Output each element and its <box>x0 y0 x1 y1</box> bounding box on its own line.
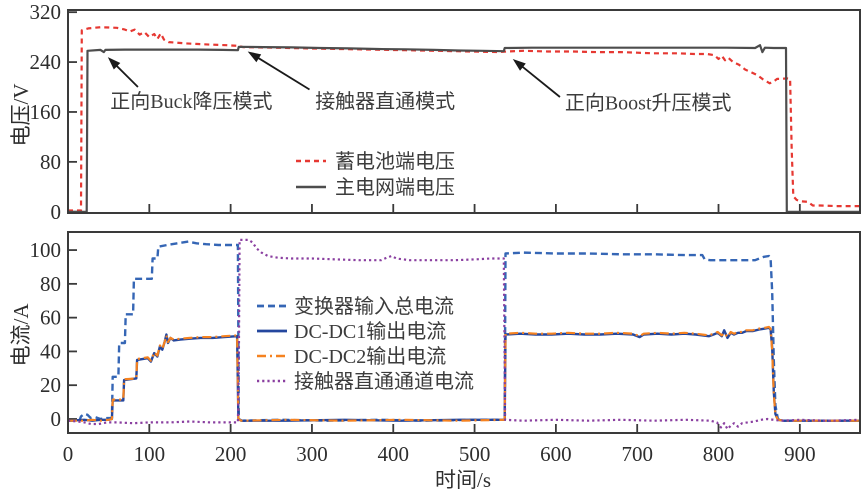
legend-label: DC-DC1输出电流 <box>294 320 446 343</box>
annotation-arrow-head <box>512 58 526 71</box>
legend-item-变换器输入总电流: 变换器输入总电流 <box>257 295 454 318</box>
y-tick-label: 240 <box>30 50 62 74</box>
x-tick-label: 900 <box>784 442 816 466</box>
legend-item-DC-DC1输出电流: DC-DC1输出电流 <box>257 320 446 343</box>
series-接触器直通通道电流 <box>69 238 859 431</box>
legend-label: 接触器直通通道电流 <box>294 370 474 393</box>
series-蓄电池端电压 <box>69 26 859 212</box>
annotation-text: 正向Buck降压模式 <box>110 90 272 113</box>
x-tick-label: 600 <box>540 442 572 466</box>
voltage-y-axis-label: 电压/V <box>9 83 33 147</box>
annotation-arrow-line <box>113 62 139 88</box>
y-tick-label: 0 <box>51 407 62 431</box>
series-主电网端电压 <box>69 44 859 212</box>
current-chart: 0 100 200 300 400 500 600 700 800 900 0 20 40 60 80 100… <box>30 231 861 466</box>
y-tick-label: 60 <box>40 306 61 330</box>
y-tick-label: 40 <box>40 339 61 363</box>
y-tick-label: 320 <box>30 0 62 24</box>
y-tick-label: 20 <box>40 373 61 397</box>
annotation-arrow-head <box>107 57 121 70</box>
legend-item-蓄电池端电压: 蓄电池端电压 <box>296 150 455 173</box>
legend-label: 变换器输入总电流 <box>294 295 454 318</box>
annotation-text: 正向Boost升压模式 <box>565 91 732 114</box>
current-y-axis-label: 电流/A <box>9 303 33 367</box>
x-tick-label: 200 <box>215 442 247 466</box>
current-chart-frame <box>67 231 861 434</box>
x-tick-label: 800 <box>703 442 735 466</box>
x-tick-label: 700 <box>621 442 653 466</box>
legend-item-DC-DC2输出电流: DC-DC2输出电流 <box>257 345 446 368</box>
annotation: 正向Boost升压模式 <box>512 58 732 114</box>
y-tick-label: 80 <box>40 150 61 174</box>
voltage-chart-frame <box>67 9 861 214</box>
legend-label: 蓄电池端电压 <box>335 150 455 173</box>
annotation-arrow-line <box>519 63 561 98</box>
annotation: 接触器直通模式 <box>247 51 455 113</box>
x-tick-label: 400 <box>378 442 410 466</box>
y-tick-label: 160 <box>30 100 62 124</box>
legend-label: DC-DC2输出电流 <box>294 345 446 368</box>
series-DC-DC2输出电流 <box>69 325 859 422</box>
x-tick-label: 300 <box>296 442 328 466</box>
y-tick-label: 0 <box>51 200 62 224</box>
legend-item-接触器直通通道电流: 接触器直通通道电流 <box>257 370 474 393</box>
x-tick-label: 500 <box>459 442 491 466</box>
annotation-text: 接触器直通模式 <box>315 90 455 113</box>
x-tick-label: 100 <box>134 442 166 466</box>
annotation-arrow-line <box>254 55 310 91</box>
legend-item-主电网端电压: 主电网端电压 <box>296 176 455 199</box>
time-x-axis-label: 时间/s <box>434 468 491 492</box>
legend-label: 主电网端电压 <box>335 176 455 199</box>
y-tick-label: 80 <box>40 272 61 296</box>
x-tick-label: 0 <box>63 442 74 466</box>
y-tick-label: 100 <box>30 238 62 262</box>
annotation: 正向Buck降压模式 <box>107 57 273 113</box>
annotation-arrow-head <box>247 51 262 63</box>
